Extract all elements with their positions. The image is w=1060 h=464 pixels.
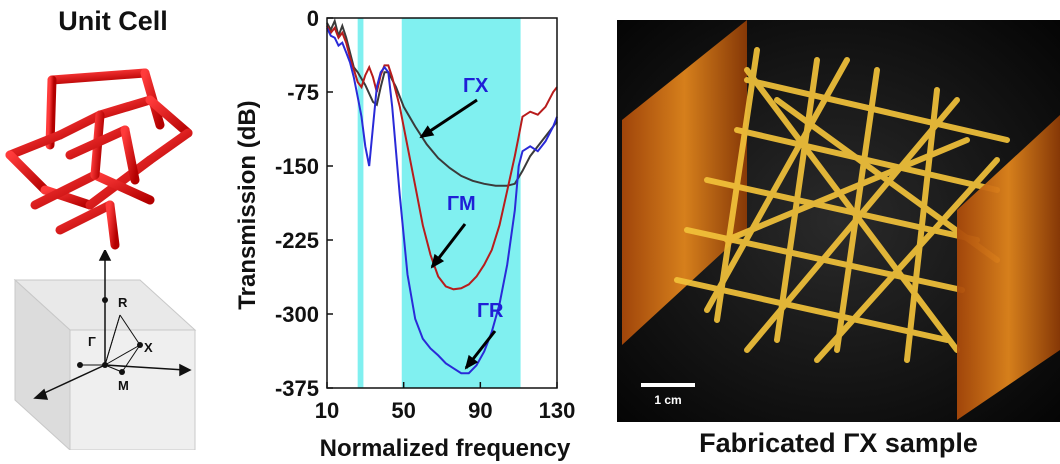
bandgap-region: [401, 18, 521, 388]
annotation-arrowhead: [430, 253, 445, 269]
chart-x-label: Normalized frequency: [320, 435, 571, 462]
annotation-arrowhead: [464, 354, 479, 370]
left-plate: [622, 20, 747, 345]
bz-label-x: X: [144, 340, 153, 355]
bz-label-m: M: [118, 378, 129, 393]
sample-photo: 1 cm: [617, 20, 1060, 422]
scale-bar-label: 1 cm: [654, 393, 681, 407]
series-line-ΓX: [326, 17, 558, 187]
x-tick-label: 10: [315, 398, 339, 423]
x-tick-label: 50: [391, 398, 415, 423]
y-tick-label: -300: [275, 302, 319, 327]
annotation-label: ΓR: [477, 300, 504, 322]
y-tick-label: -150: [275, 154, 319, 179]
y-tick-label: 0: [307, 6, 319, 31]
series-line-ΓM: [326, 25, 558, 291]
unit-cell-title: Unit Cell: [58, 6, 168, 36]
y-tick-label: -375: [275, 376, 319, 401]
series-line-ΓR: [326, 27, 558, 375]
chart-y-label: Transmission (dB): [234, 100, 261, 309]
bz-label-r: R: [118, 295, 128, 310]
x-tick-label: 130: [539, 398, 576, 423]
annotation-arrowhead: [419, 125, 435, 139]
bandgap-region: [357, 18, 364, 388]
right-plate: [957, 115, 1060, 420]
y-tick-label: -225: [275, 228, 319, 253]
annotation-label: ΓM: [447, 193, 476, 215]
bz-label-gamma: Γ: [88, 334, 96, 349]
y-tick-label: -75: [287, 80, 319, 105]
x-tick-label: 90: [468, 398, 492, 423]
annotation-label: ΓX: [463, 75, 489, 97]
photo-caption: Fabricated ΓX sample: [699, 428, 978, 458]
plot-frame: [326, 17, 558, 389]
brillouin-zone-diagram: R Γ X M: [13, 250, 197, 450]
unit-cell-3d-illustration: [5, 60, 193, 250]
